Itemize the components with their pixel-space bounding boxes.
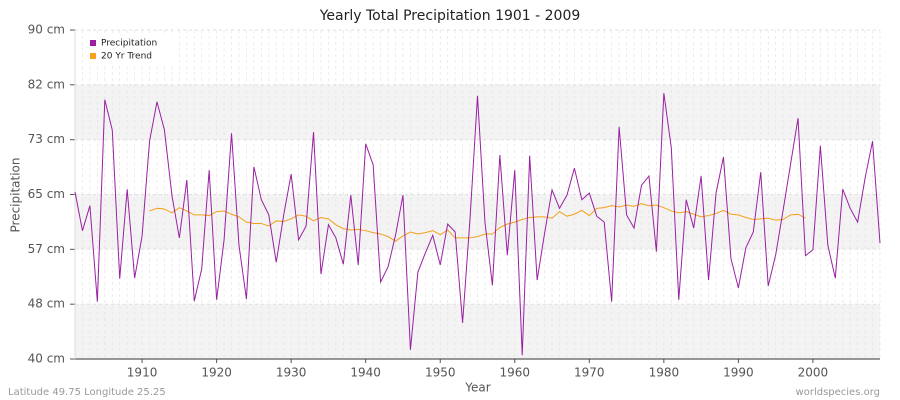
y-axis-label: Precipitation <box>9 157 23 232</box>
x-tick-label: 1930 <box>276 366 307 380</box>
x-tick-label: 1910 <box>127 366 158 380</box>
y-tick-label: 57 cm <box>28 242 65 256</box>
band <box>75 84 880 140</box>
footer-left: Latitude 49.75 Longitude 25.25 <box>8 387 166 398</box>
series-line <box>149 203 806 242</box>
legend-swatch <box>90 40 96 46</box>
x-tick-label: 1950 <box>425 366 456 380</box>
x-tick-label: 1920 <box>201 366 232 380</box>
x-axis-label: Year <box>464 381 490 395</box>
y-tick-label: 90 cm <box>28 23 65 37</box>
x-tick-label: 1940 <box>350 366 381 380</box>
x-tick-label: 1980 <box>649 366 680 380</box>
legend-label: 20 Yr Trend <box>101 52 152 62</box>
x-tick-label: 1970 <box>574 366 605 380</box>
x-tick-label: 2000 <box>798 366 829 380</box>
legend-swatch <box>90 53 96 59</box>
legend-label: Precipitation <box>101 39 157 49</box>
footer-right: worldspecies.org <box>796 387 880 398</box>
y-tick-label: 40 cm <box>28 352 65 366</box>
y-tick-label: 73 cm <box>28 132 65 146</box>
x-tick-label: 1990 <box>723 366 754 380</box>
y-tick-label: 65 cm <box>28 187 65 201</box>
x-tick-label: 1960 <box>499 366 530 380</box>
chart-title: Yearly Total Precipitation 1901 - 2009 <box>319 8 581 24</box>
y-tick-label: 82 cm <box>28 77 65 91</box>
legend-box <box>85 34 175 66</box>
series-line <box>74 93 881 356</box>
y-tick-label: 48 cm <box>28 297 65 311</box>
